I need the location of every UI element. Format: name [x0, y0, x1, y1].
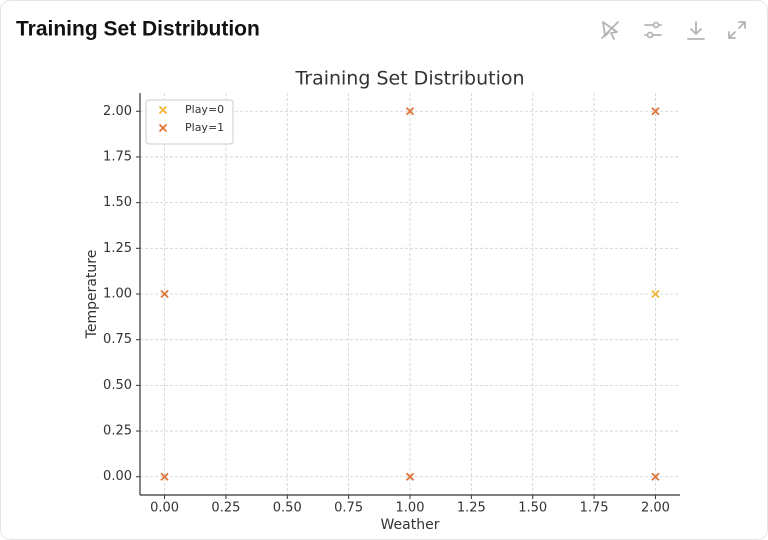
y-tick-label: 0.00 — [103, 469, 132, 484]
x-tick-label: 0.50 — [273, 501, 302, 516]
x-tick-label: 1.25 — [457, 501, 486, 516]
x-tick-label: 1.50 — [518, 501, 547, 516]
y-tick-label: 2.00 — [103, 104, 132, 119]
y-tick-label: 0.50 — [103, 378, 132, 393]
legend-marker — [158, 123, 168, 133]
legend-marker — [158, 105, 168, 115]
x-axis-label: Weather — [381, 517, 440, 533]
toolbar — [601, 21, 746, 40]
y-tick-label: 0.25 — [103, 424, 132, 439]
x-tick-label: 1.00 — [396, 501, 425, 516]
y-tick-label: 1.50 — [103, 195, 132, 210]
x-tick-label: 0.25 — [211, 501, 240, 516]
x-tick-label: 0.00 — [150, 501, 179, 516]
legend-box — [145, 99, 234, 145]
y-tick-label: 1.25 — [103, 241, 132, 256]
point — [160, 289, 169, 299]
card-title: Training Set Distribution — [16, 18, 260, 41]
y-axis-label: Temperature — [84, 250, 100, 340]
point — [405, 472, 415, 481]
legend-label: Play=0 — [185, 103, 224, 116]
point — [405, 107, 415, 116]
y-tick-label: 0.75 — [103, 332, 132, 347]
toggle-interactive-button[interactable] — [601, 21, 619, 40]
x-tick-label: 0.75 — [334, 501, 363, 516]
x-tick-label: 2.00 — [641, 501, 670, 516]
point — [651, 289, 660, 299]
point — [651, 472, 660, 481]
x-tick-label: 1.75 — [580, 501, 609, 516]
point — [160, 472, 169, 481]
point — [651, 107, 660, 116]
legend-label: Play=1 — [185, 121, 224, 134]
download-button[interactable] — [687, 21, 705, 40]
y-tick-label: 1.75 — [103, 149, 132, 164]
chart-title: Training Set Distribution — [294, 68, 524, 90]
y-tick-label: 1.00 — [103, 287, 132, 302]
expand-button[interactable] — [728, 21, 746, 39]
settings-button[interactable] — [644, 21, 662, 39]
